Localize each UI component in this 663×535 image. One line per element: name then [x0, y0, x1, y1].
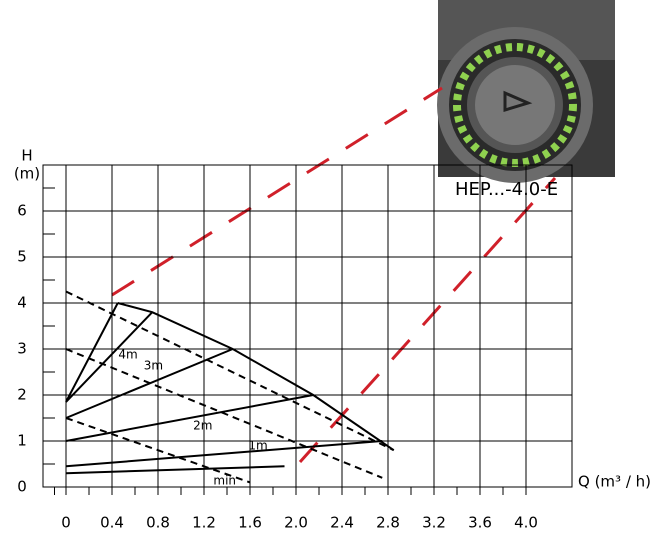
chart-title: HEP...-4.0-E — [455, 179, 558, 200]
x-tick-label: 0 — [61, 514, 71, 532]
x-tick-label: 1.6 — [238, 514, 262, 532]
curve — [66, 303, 118, 402]
y-tick-label: 0 — [17, 478, 27, 496]
y-tick-label: 2 — [17, 386, 27, 404]
y-axis-label: H — [21, 147, 32, 165]
annotation: 1m — [248, 439, 267, 453]
y-tick-label: 5 — [17, 248, 27, 266]
photo — [437, 0, 615, 183]
curve — [66, 466, 285, 473]
curve — [66, 441, 382, 466]
curve — [118, 303, 394, 450]
y-tick-label: 6 — [17, 202, 27, 220]
chart: HEP...-4.0-E Q (m³ / h) H (m) 0 0.4 0.8 1.2… — [0, 0, 663, 535]
x-tick-label: 3.6 — [468, 514, 492, 532]
x-tick-label: 1.2 — [192, 514, 216, 532]
x-tick-label: 2.8 — [376, 514, 400, 532]
annotation: 3m — [144, 359, 163, 373]
dashed-curve — [66, 292, 394, 451]
dashed-curve — [66, 349, 382, 478]
x-tick-label: 2.4 — [330, 514, 354, 532]
x-tick-label: 0.4 — [100, 514, 124, 532]
y-axis-label: (m) — [14, 165, 40, 183]
y-tick-label: 4 — [17, 294, 27, 312]
x-tick-label: 3.2 — [422, 514, 446, 532]
x-axis-label: Q (m³ / h) — [578, 473, 651, 491]
x-tick-label: 4.0 — [514, 514, 538, 532]
annotation: min — [213, 474, 236, 488]
x-tick-label: 0.8 — [146, 514, 170, 532]
x-tick-label: 2.0 — [284, 514, 308, 532]
annotation: 2m — [193, 418, 212, 432]
y-tick-label: 3 — [17, 340, 27, 358]
annotation: 4m — [118, 347, 137, 361]
y-tick-label: 1 — [17, 432, 27, 450]
